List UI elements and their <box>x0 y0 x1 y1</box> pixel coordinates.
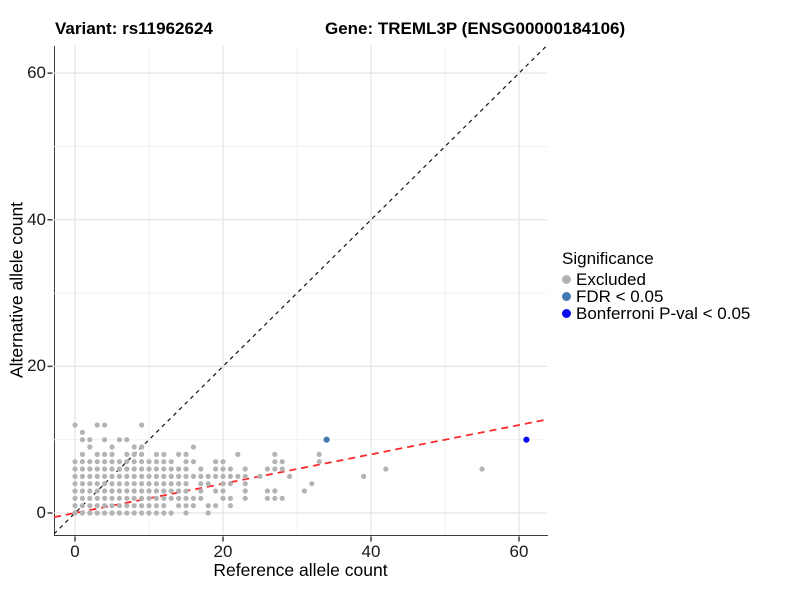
legend-swatch-icon <box>562 309 571 318</box>
legend-item: Excluded <box>562 269 750 289</box>
legend: Significance Excluded FDR < 0.05 Bonferron… <box>562 249 751 323</box>
x-axis-title: Reference allele count <box>213 560 388 580</box>
x-tick-label: 20 <box>213 542 233 561</box>
legend-items: Excluded FDR < 0.05 Bonferroni P-val < 0.0… <box>562 269 751 323</box>
legend-title: Significance <box>562 249 654 268</box>
legend-item-label: Bonferroni P-val < 0.05 <box>576 303 751 323</box>
legend-swatch-icon <box>562 275 571 284</box>
x-tick-label: 40 <box>361 542 381 561</box>
y-tick-label: 20 <box>27 356 46 376</box>
variant-title: Variant: rs11962624 <box>55 19 213 38</box>
y-tick-label: 0 <box>36 503 46 522</box>
x-tick-label: 60 <box>509 542 529 561</box>
y-tick-label: 40 <box>27 209 46 229</box>
gene-title: Gene: TREML3P (ENSG00000184106) <box>325 19 626 38</box>
plot-panel <box>54 46 548 536</box>
y-tick-label: 60 <box>27 63 46 83</box>
legend-item: FDR < 0.05 <box>562 286 750 306</box>
y-axis-title: Alternative allele count <box>6 201 27 379</box>
x-tick-label: 0 <box>70 542 80 561</box>
legend-item: Bonferroni P-val < 0.05 <box>562 303 751 323</box>
legend-swatch-icon <box>562 292 571 301</box>
legend-item-label: FDR < 0.05 <box>576 286 664 306</box>
legend-item-label: Excluded <box>576 269 646 289</box>
